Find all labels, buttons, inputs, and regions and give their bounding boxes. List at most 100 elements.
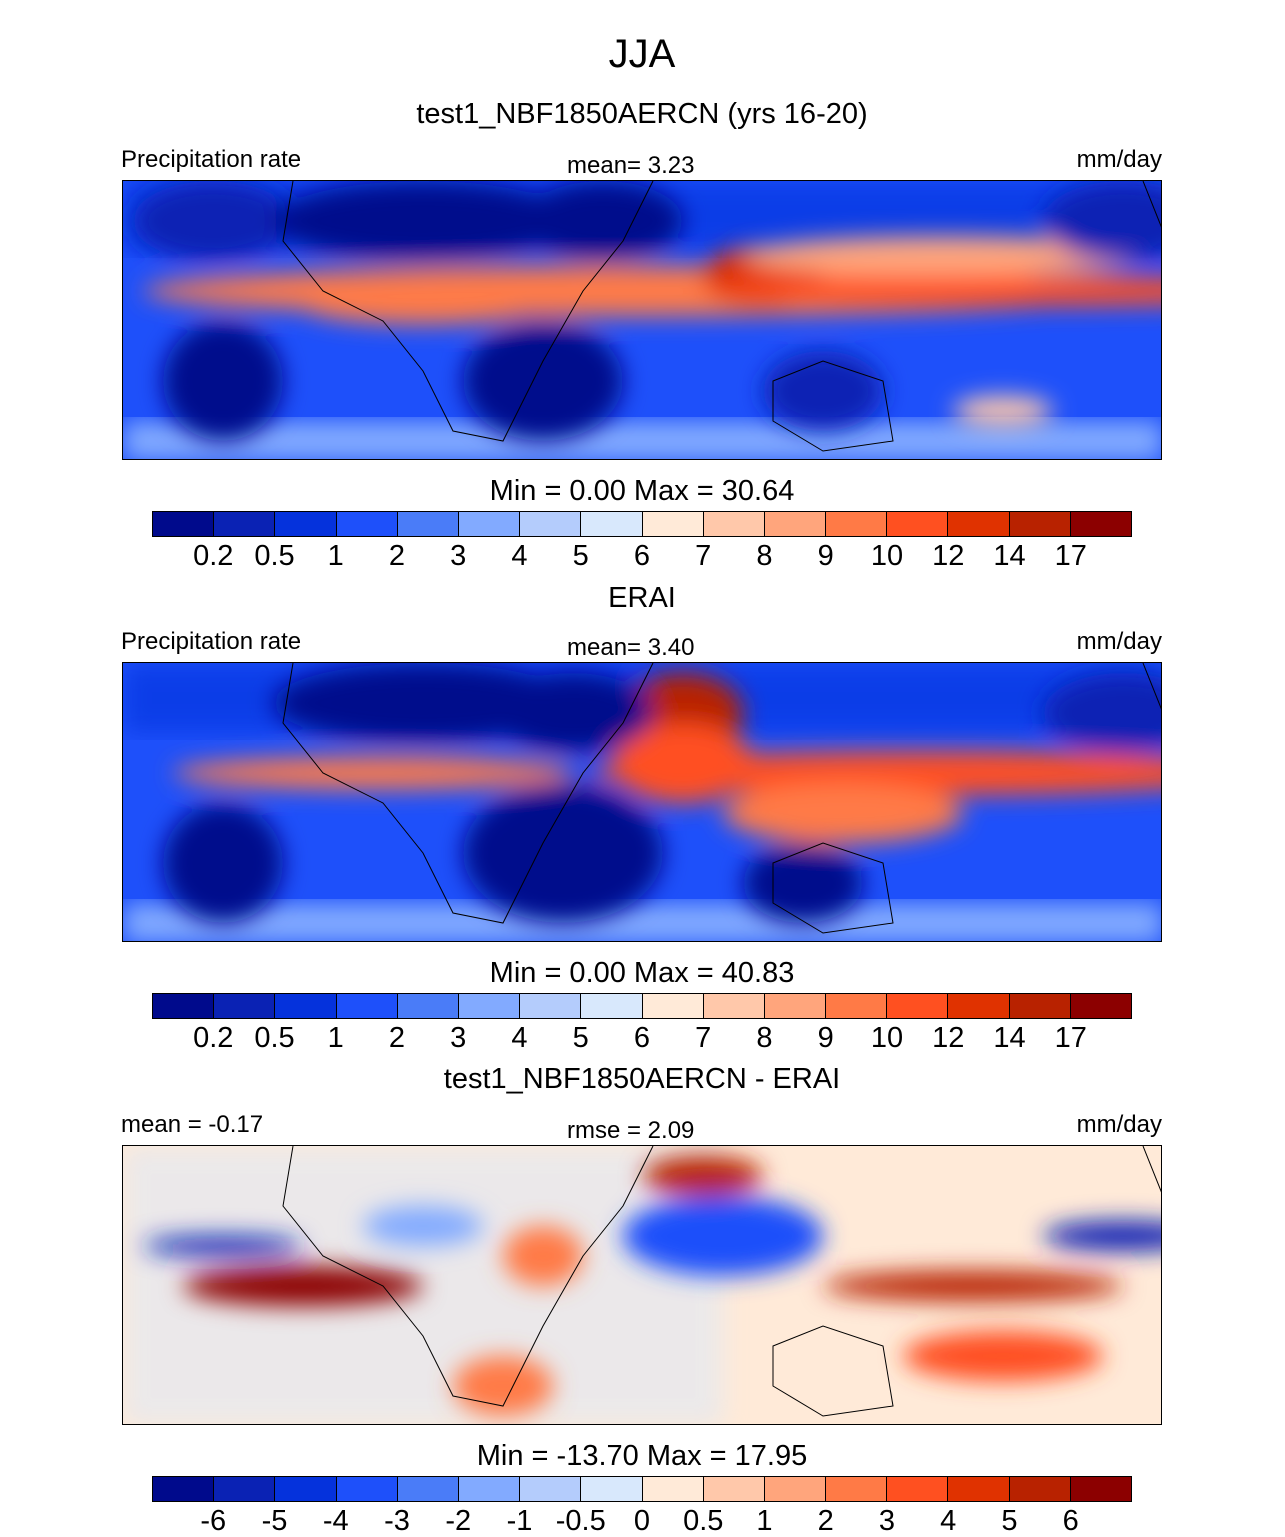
colorbar-swatch <box>214 512 276 536</box>
colorbar-tick-label: 2 <box>388 540 406 572</box>
precip-feature <box>953 396 1053 426</box>
colorbar-swatch <box>214 994 276 1018</box>
coastline <box>282 1146 1161 1417</box>
colorbar-swatch <box>642 1477 704 1501</box>
colorbar-swatch <box>642 512 704 536</box>
colorbar-swatch <box>764 512 827 536</box>
colorbar-swatch <box>336 1477 398 1501</box>
colorbar-tick-label: 2 <box>388 1022 406 1054</box>
colorbar-tick-label: 3 <box>450 540 467 572</box>
panel-units: mm/day <box>1076 1111 1162 1138</box>
colorbar-swatch <box>153 1477 215 1501</box>
colorbar-tick-label: 9 <box>817 540 834 572</box>
colorbar-tick-label: 8 <box>756 1022 773 1054</box>
colorbar-tick-label: 1 <box>327 1022 344 1054</box>
panel-title: test1_NBF1850AERCN (yrs 16-20) <box>416 98 868 130</box>
precip-feature <box>523 181 683 261</box>
colorbar-swatch <box>458 1477 521 1501</box>
colorbar-swatch <box>214 1477 276 1501</box>
colorbar-swatch <box>887 512 949 536</box>
panel-title: ERAI <box>608 582 676 614</box>
colorbar-tick-label: 7 <box>695 1022 712 1054</box>
panel-left-label: Precipitation rate <box>121 146 302 173</box>
precip-feature <box>823 1271 1123 1301</box>
colorbar-tick-label: 12 <box>932 540 965 572</box>
precip-feature <box>273 181 573 261</box>
colorbar <box>152 1476 1132 1502</box>
colorbar-swatch <box>703 994 765 1018</box>
precip-feature <box>1043 673 1161 753</box>
colorbar-tick-label: 8 <box>756 540 773 572</box>
colorbar-tick-label: 6 <box>633 540 651 572</box>
colorbar-tick-label: 4 <box>940 1505 957 1537</box>
colorbar-swatch <box>458 994 521 1018</box>
colorbar-tick-label: 17 <box>1054 1022 1087 1054</box>
precip-feature <box>173 757 573 789</box>
precip-feature <box>763 351 883 431</box>
colorbar-tick-label: 5 <box>1001 1505 1018 1537</box>
colorbar-tick-label: 5 <box>572 1022 589 1054</box>
colorbar-swatch <box>275 1477 337 1501</box>
precip-feature <box>493 673 653 753</box>
colorbar-tick-label: 0.5 <box>683 1505 724 1537</box>
colorbar-minmax: Min = 0.00 Max = 30.64 <box>489 475 795 507</box>
colorbar-swatch <box>520 512 582 536</box>
colorbar-tick-label: 1 <box>756 1505 773 1537</box>
precip-feature <box>303 288 543 324</box>
coastline <box>282 663 1161 934</box>
panel-center-stat: mean= 3.40 <box>567 634 695 661</box>
colorbar-swatch <box>581 994 643 1018</box>
colorbar-swatch <box>458 512 521 536</box>
colorbar-tick-label: 0.5 <box>254 1022 295 1054</box>
colorbar-swatch <box>1009 994 1071 1018</box>
colorbar-swatch <box>336 512 398 536</box>
colorbar-swatch <box>397 994 459 1018</box>
colorbar-swatch <box>887 1477 949 1501</box>
colorbar-tick-label: 14 <box>993 540 1026 572</box>
precip-feature <box>143 1236 303 1256</box>
precip-feature <box>903 1331 1103 1381</box>
colorbar-swatch <box>948 512 1010 536</box>
precip-feature <box>363 1206 483 1246</box>
colorbar-tick-label: 0.2 <box>193 540 234 572</box>
precip-feature <box>1043 181 1161 261</box>
colorbar-tick-label: 0.2 <box>193 1022 234 1054</box>
panel-left-label: mean = -0.17 <box>121 1111 264 1138</box>
colorbar-swatch <box>275 512 337 536</box>
colorbar-swatch <box>703 512 765 536</box>
colorbar-tick-label: 12 <box>932 1022 965 1054</box>
colorbar-tick-label: 2 <box>817 1505 834 1537</box>
colorbar-tick-label: 17 <box>1054 540 1087 572</box>
colorbar-tick-label: 0 <box>633 1505 651 1537</box>
colorbar-tick-label: 3 <box>450 1022 467 1054</box>
colorbar-swatch <box>397 512 459 536</box>
colorbar-swatch <box>1009 1477 1071 1501</box>
panel-center-stat: rmse = 2.09 <box>567 1117 695 1144</box>
figure-title: JJA <box>608 32 676 76</box>
colorbar-tick-label: -4 <box>322 1505 349 1537</box>
colorbar-swatch <box>153 512 215 536</box>
panel-units: mm/day <box>1076 146 1162 173</box>
panel-title: test1_NBF1850AERCN - ERAI <box>443 1063 841 1095</box>
precip-feature <box>593 751 1161 795</box>
colorbar-swatch <box>642 994 704 1018</box>
colorbar-swatch <box>1070 1477 1131 1501</box>
colorbar-tick-label: 10 <box>870 1022 904 1054</box>
precip-feature <box>723 276 1161 306</box>
colorbar-swatch <box>703 1477 765 1501</box>
colorbar-swatch <box>275 994 337 1018</box>
colorbar-tick-label: 10 <box>870 540 904 572</box>
colorbar-swatch <box>397 1477 459 1501</box>
colorbar-swatch <box>948 1477 1010 1501</box>
colorbar-swatch <box>826 512 888 536</box>
colorbar-tick-label: -2 <box>445 1505 472 1537</box>
colorbar-swatch <box>1070 994 1131 1018</box>
colorbar-swatch <box>764 994 827 1018</box>
colorbar-swatch <box>1009 512 1071 536</box>
colorbar-swatch <box>1070 512 1131 536</box>
colorbar-tick-label: 0.5 <box>254 540 295 572</box>
colorbar-swatch <box>826 994 888 1018</box>
colorbar-minmax: Min = -13.70 Max = 17.95 <box>476 1440 808 1472</box>
colorbar-swatch <box>336 994 398 1018</box>
colorbar-tick-label: -5 <box>261 1505 288 1537</box>
